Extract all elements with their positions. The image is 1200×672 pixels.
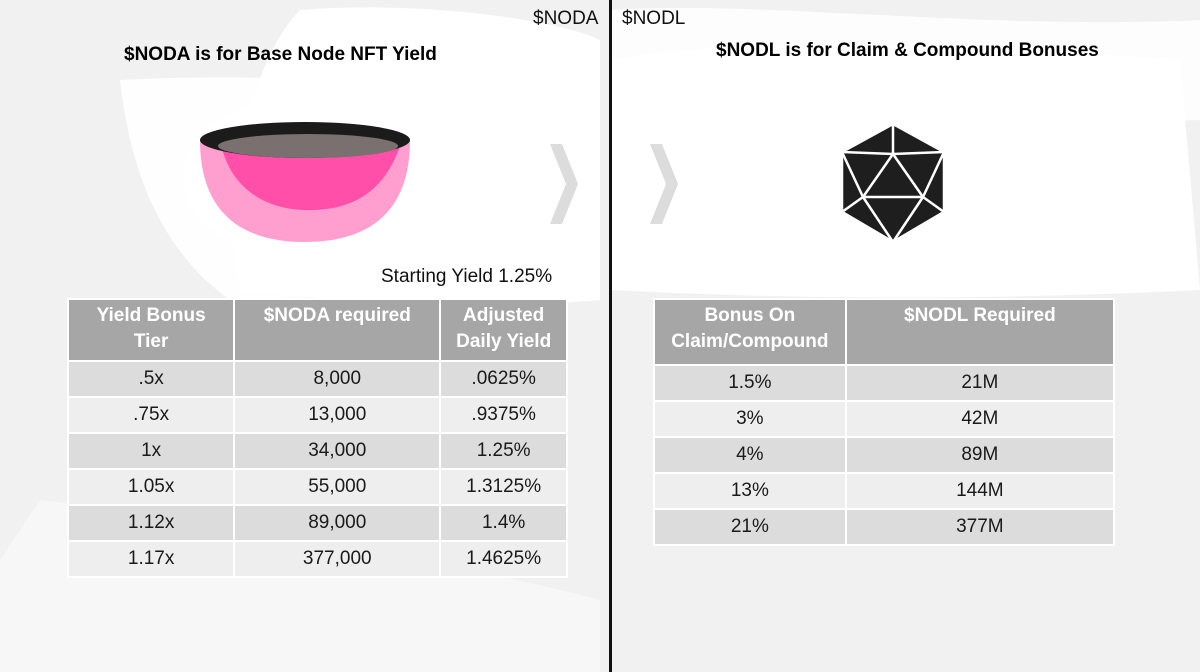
table-header: Bonus On Claim/Compound bbox=[653, 298, 847, 366]
table-row: 1.5% 21M bbox=[653, 364, 1116, 402]
table-row: 4% 89M bbox=[653, 436, 1116, 474]
table-row: 1.05x 55,000 1.3125% bbox=[66, 468, 568, 506]
chevron-right-icon bbox=[550, 144, 578, 224]
table-header: $NODL Required bbox=[844, 298, 1116, 366]
pink-bowl-icon bbox=[183, 100, 427, 258]
table-row: .75x 13,000 .9375% bbox=[66, 396, 568, 434]
icosahedron-icon bbox=[809, 103, 977, 271]
starting-yield-text: Starting Yield 1.25% bbox=[381, 266, 553, 287]
noda-yield-table: Yield Bonus Tier $NODA required Adjusted D… bbox=[66, 298, 568, 578]
center-divider bbox=[609, 0, 612, 672]
table-row: 1x 34,000 1.25% bbox=[66, 432, 568, 470]
table-row: 1.17x 377,000 1.4625% bbox=[66, 540, 568, 578]
noda-heading: $NODA is for Base Node NFT Yield bbox=[124, 44, 437, 65]
table-header: Adjusted Daily Yield bbox=[439, 298, 568, 362]
table-row: 1.12x 89,000 1.4% bbox=[66, 504, 568, 542]
table-row: 13% 144M bbox=[653, 472, 1116, 510]
nodl-corner-label: $NODL bbox=[622, 8, 686, 29]
table-header: Yield Bonus Tier bbox=[66, 298, 236, 362]
table-row: 21% 377M bbox=[653, 508, 1116, 546]
noda-corner-label: $NODA bbox=[533, 8, 599, 29]
nodl-bonus-table: Bonus On Claim/Compound $NODL Required 1.… bbox=[653, 298, 1116, 546]
chevron-right-icon bbox=[650, 144, 678, 224]
nodl-heading: $NODL is for Claim & Compound Bonuses bbox=[716, 40, 1099, 61]
table-row: .5x 8,000 .0625% bbox=[66, 360, 568, 398]
table-row: 3% 42M bbox=[653, 400, 1116, 438]
table-header: $NODA required bbox=[233, 298, 442, 362]
